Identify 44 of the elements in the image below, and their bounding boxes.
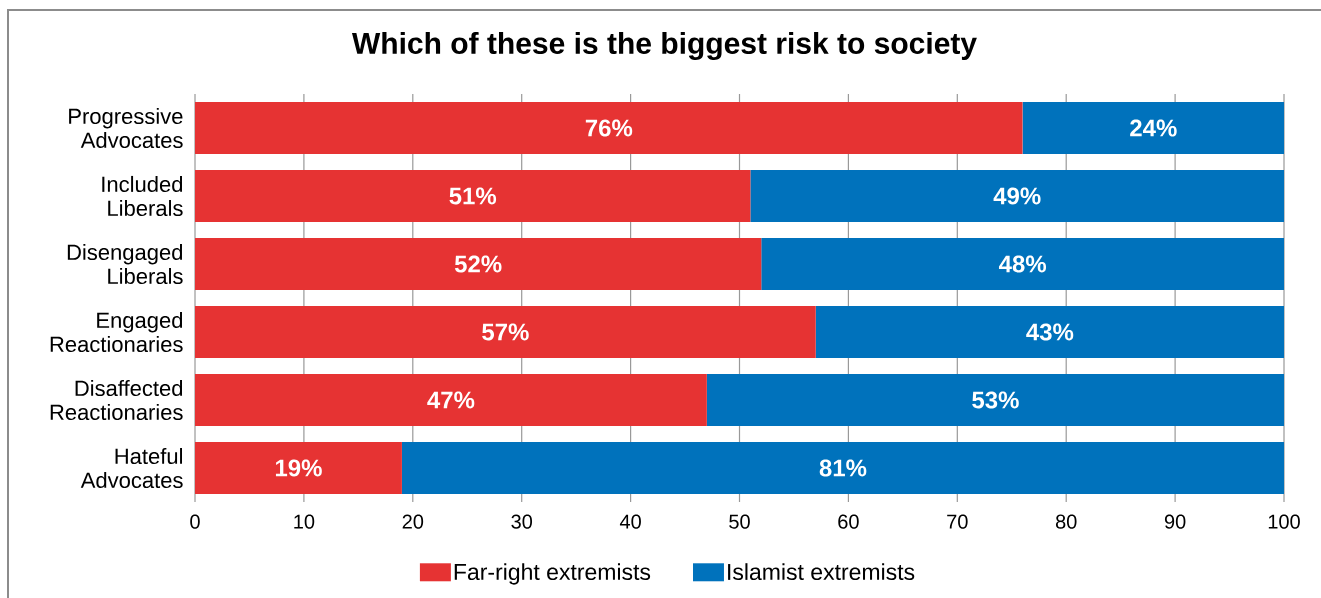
bar (815, 306, 1284, 359)
y-tick-label: Disaffected Reactionaries (50, 379, 183, 421)
bar (750, 170, 1284, 223)
y-tick-label: Hateful Advocates (80, 447, 183, 489)
y-tick-label: Progressive Advocates (69, 107, 183, 149)
y-tick-label: Disengaged Liberals (67, 243, 183, 285)
bar (195, 238, 762, 291)
data-label: 43% (1026, 323, 1074, 341)
x-tick-label: 70 (947, 514, 968, 529)
x-tick-label: 100 (1268, 514, 1300, 529)
data-label: 48% (998, 255, 1047, 273)
data-label: 19% (275, 459, 322, 477)
chart-title: Which of these is the biggest risk to society (351, 31, 977, 61)
data-label: 47% (427, 391, 475, 409)
y-tick-label: Engaged Reactionaries (50, 311, 183, 353)
x-tick-label: 50 (729, 514, 750, 529)
x-tick-label: 80 (1055, 514, 1077, 529)
bar (195, 102, 1023, 155)
x-tick-label: 10 (294, 514, 315, 529)
legend-label: Far-right extremists (454, 563, 651, 585)
data-label: 24% (1130, 119, 1177, 137)
bar (195, 442, 402, 495)
data-label: 57% (482, 323, 529, 341)
data-label: 53% (972, 391, 1019, 409)
bar (195, 374, 707, 427)
data-label: 81% (819, 459, 867, 477)
bar (195, 306, 816, 359)
data-label: 51% (449, 187, 497, 205)
x-tick-label: 90 (1164, 514, 1186, 529)
data-label: 49% (993, 187, 1041, 205)
legend-label: Islamist extremists (728, 563, 915, 581)
bar (761, 238, 1284, 291)
x-tick-label: 30 (511, 514, 533, 529)
data-label: 76% (585, 119, 633, 137)
x-tick-label: 40 (619, 514, 641, 529)
x-tick-label: 0 (190, 514, 200, 529)
x-tick-label: 60 (838, 514, 859, 529)
bar (706, 374, 1284, 427)
bar (401, 442, 1284, 495)
bar (1022, 102, 1284, 155)
bar (195, 170, 751, 223)
data-label: 52% (454, 255, 502, 273)
x-tick-label: 20 (402, 514, 424, 529)
y-tick-label: Included Liberals (102, 175, 183, 217)
